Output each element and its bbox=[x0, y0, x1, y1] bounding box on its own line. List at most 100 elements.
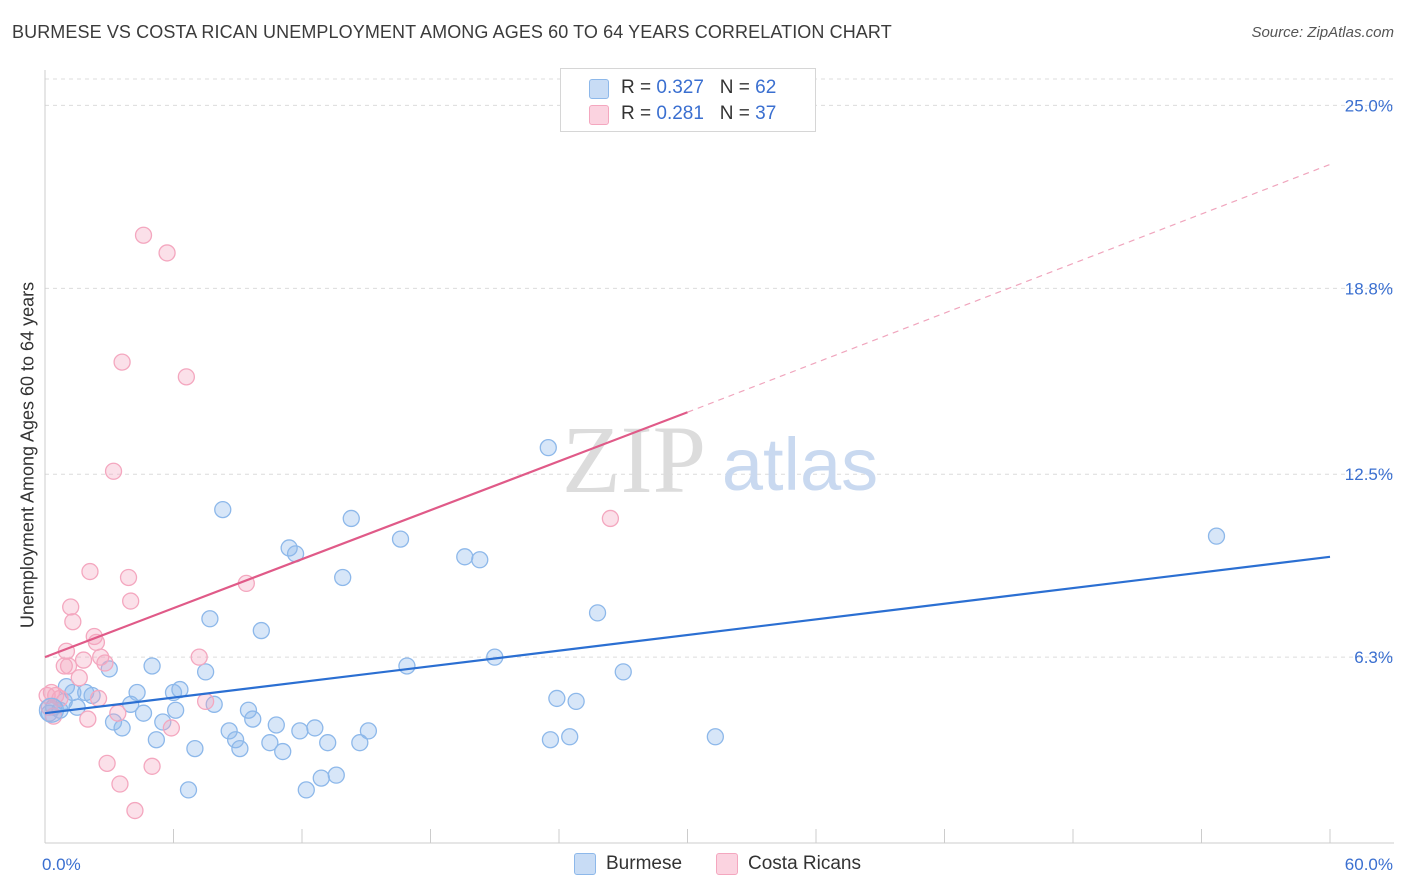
costa-rican-point bbox=[104, 462, 123, 480]
y-tick-label: 25.0% bbox=[1345, 96, 1393, 115]
gridlines bbox=[45, 78, 1394, 658]
costa-rican-point bbox=[64, 613, 82, 631]
costa-rican-point bbox=[134, 226, 153, 244]
burmese-point bbox=[280, 539, 298, 557]
chart-title: BURMESE VS COSTA RICAN UNEMPLOYMENT AMON… bbox=[12, 22, 892, 42]
legend-r-value: 0.327 bbox=[656, 77, 704, 98]
bottom-legend-swatch-burmese bbox=[574, 853, 596, 875]
legend-row-burmese: R = 0.327 N = 62 bbox=[561, 75, 815, 101]
bottom-legend-swatch-costa-ricans bbox=[716, 853, 738, 875]
costa-rican-trend-line bbox=[44, 411, 688, 659]
burmese-point bbox=[342, 509, 360, 528]
trend-lines bbox=[44, 163, 1331, 715]
costa-rican-trend-extension bbox=[687, 163, 1331, 413]
burmese-point bbox=[38, 697, 65, 723]
burmese-point bbox=[147, 731, 166, 749]
burmese-point bbox=[179, 781, 198, 799]
burmese-point bbox=[614, 663, 632, 681]
burmese-point bbox=[267, 716, 285, 734]
burmese-point bbox=[319, 734, 337, 752]
costa-rican-point bbox=[190, 648, 208, 666]
x-tick-label: 60.0% bbox=[1345, 855, 1393, 874]
legend-text-costa-ricans: R = 0.281 N = 37 bbox=[621, 103, 776, 125]
burmese-point bbox=[359, 722, 378, 740]
legend-r-label: R = bbox=[621, 77, 657, 98]
costa-rican-point bbox=[98, 754, 116, 772]
burmese-point bbox=[186, 739, 204, 758]
burmese-point bbox=[244, 710, 262, 728]
costa-rican-point bbox=[601, 509, 620, 528]
y-tick-label: 18.8% bbox=[1345, 279, 1393, 298]
tick-labels: 6.3% 12.5% 18.8% 25.0% 0.0% 60.0% bbox=[42, 96, 1393, 874]
burmese-point bbox=[539, 438, 557, 457]
burmese-point bbox=[471, 551, 489, 569]
burmese-point bbox=[548, 689, 566, 708]
costa-rican-point bbox=[55, 657, 73, 675]
burmese-point bbox=[1207, 527, 1226, 545]
legend-row-costa-ricans: R = 0.281 N = 37 bbox=[561, 101, 815, 127]
legend-swatch-costa-ricans bbox=[589, 105, 609, 125]
burmese-point bbox=[261, 734, 279, 752]
burmese-point bbox=[143, 657, 161, 675]
legend-n-value: 62 bbox=[755, 77, 777, 98]
costa-rican-point bbox=[119, 568, 138, 587]
costa-rican-point bbox=[89, 689, 108, 708]
burmese-point bbox=[706, 728, 724, 746]
burmese-point bbox=[214, 500, 232, 519]
burmese-point bbox=[220, 722, 238, 740]
burmese-point bbox=[201, 610, 219, 628]
correlation-legend: R = 0.327 N = 62 R = 0.281 N = 37 bbox=[560, 68, 816, 132]
burmese-point bbox=[391, 530, 410, 548]
legend-r-value: 0.281 bbox=[656, 103, 704, 124]
burmese-point bbox=[541, 731, 560, 749]
costa-rican-point bbox=[162, 719, 181, 737]
burmese-trend-line bbox=[44, 555, 1331, 715]
burmese-point bbox=[113, 719, 131, 737]
costa-rican-point bbox=[111, 775, 129, 793]
watermark-zip: ZIP bbox=[562, 406, 706, 513]
x-tick-label: 0.0% bbox=[42, 855, 81, 874]
legend-n-label: N = bbox=[719, 77, 756, 98]
axes bbox=[44, 70, 1394, 844]
costa-rican-point bbox=[177, 368, 196, 386]
costa-rican-point bbox=[143, 757, 161, 775]
burmese-point bbox=[312, 769, 330, 787]
legend-swatch-burmese bbox=[589, 79, 609, 99]
source-label: Source: ZipAtlas.com bbox=[1251, 24, 1394, 41]
burmese-point bbox=[252, 621, 270, 640]
legend-text-burmese: R = 0.327 N = 62 bbox=[621, 77, 776, 99]
watermark-atlas: atlas bbox=[722, 423, 878, 506]
burmese-point bbox=[239, 701, 258, 719]
costa-rican-point bbox=[96, 654, 114, 672]
y-tick-label: 6.3% bbox=[1354, 648, 1393, 667]
burmese-point bbox=[104, 713, 123, 731]
burmese-point bbox=[588, 604, 607, 622]
burmese-point bbox=[226, 731, 245, 749]
burmese-point bbox=[334, 568, 352, 587]
legend-r-label: R = bbox=[621, 103, 657, 124]
costa-rican-point bbox=[62, 598, 80, 616]
bottom-legend-label-burmese: Burmese bbox=[606, 853, 683, 874]
costa-rican-point bbox=[126, 801, 144, 820]
costa-rican-point bbox=[196, 692, 215, 711]
burmese-point bbox=[128, 683, 146, 702]
burmese-point bbox=[154, 713, 172, 731]
burmese-point bbox=[297, 781, 315, 799]
costa-rican-point bbox=[59, 657, 78, 675]
costa-rican-point bbox=[81, 562, 99, 581]
legend-n-value: 37 bbox=[755, 103, 777, 124]
costa-rican-point bbox=[158, 244, 176, 262]
burmese-point bbox=[561, 728, 579, 746]
burmese-point bbox=[166, 701, 185, 719]
costa-rican-point bbox=[113, 353, 131, 371]
burmese-point bbox=[456, 548, 474, 566]
burmese-point bbox=[567, 692, 585, 711]
costa-rican-point bbox=[122, 592, 140, 610]
burmese-point bbox=[327, 766, 345, 784]
bottom-legend-label-costa-ricans: Costa Ricans bbox=[748, 853, 861, 874]
y-axis-label: Unemployment Among Ages 60 to 64 years bbox=[17, 281, 38, 629]
burmese-point bbox=[274, 742, 292, 761]
watermark: ZIP atlas bbox=[562, 406, 878, 513]
burmese-point bbox=[196, 663, 215, 681]
